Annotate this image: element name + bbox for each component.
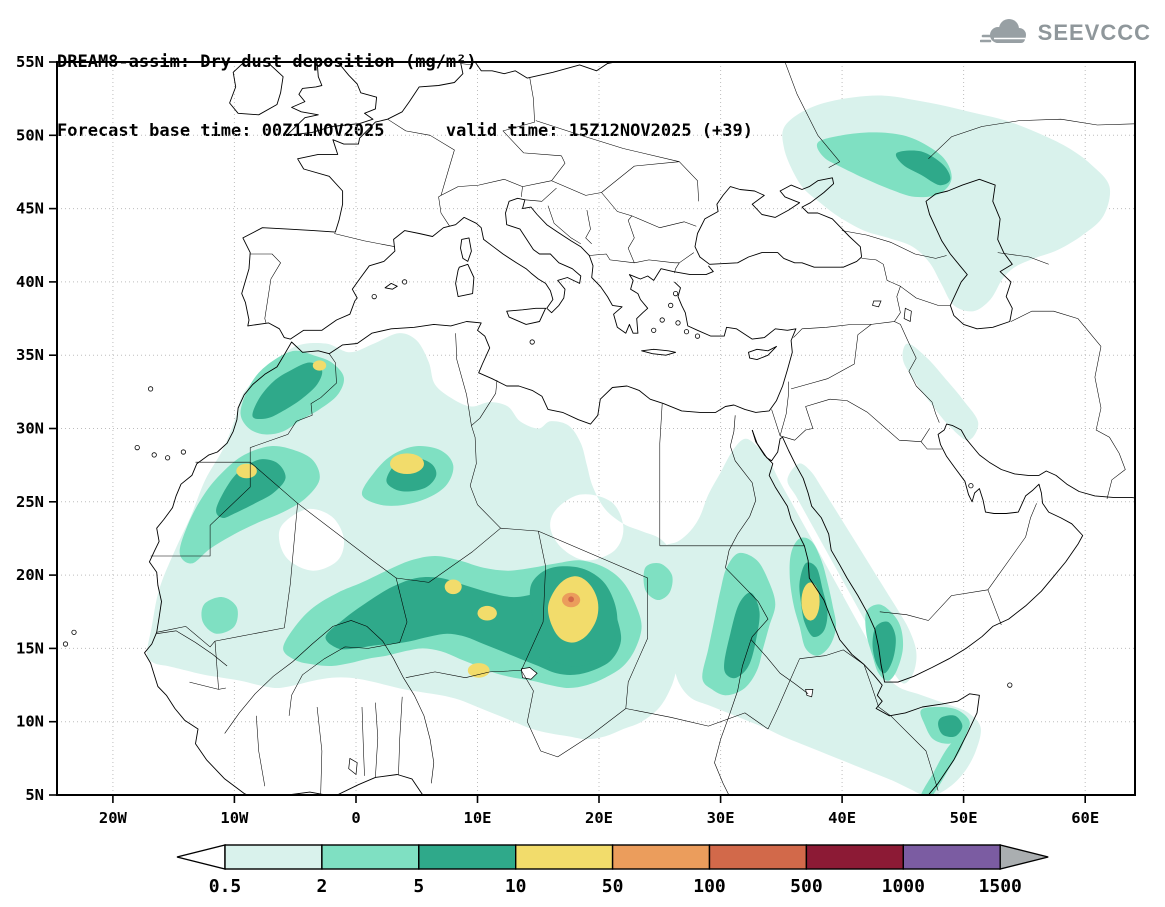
colorbar-tick-label: 500 [790, 876, 823, 897]
map-area [57, 62, 1135, 795]
y-tick-label: 25N [16, 493, 44, 511]
islands [62, 279, 1013, 688]
colorbar-tick-label: 5 [413, 876, 424, 897]
y-tick-label: 30N [16, 420, 44, 438]
colorbar-tick-label: 50 [602, 876, 624, 897]
dust-spot-yellow [390, 453, 424, 475]
cloud-icon [979, 19, 1026, 43]
colorbar-left-arrow [176, 844, 226, 870]
colorbar-tick-label: 100 [693, 876, 726, 897]
colorbar-tick-label: 1500 [979, 876, 1022, 897]
coastlines [144, 62, 1135, 795]
x-tick-label: 20W [99, 809, 128, 827]
colorbar-tick-label: 1000 [882, 876, 925, 897]
dust-region-pale [782, 95, 1111, 312]
colorbar-box [611, 844, 711, 870]
colorbar-right-arrow [999, 844, 1049, 870]
y-tick-label: 50N [16, 126, 44, 144]
y-tick-label: 10N [16, 713, 44, 731]
colorbar-box [805, 844, 905, 870]
colorbar-tick-label: 2 [316, 876, 327, 897]
lakes [348, 300, 912, 776]
dust-region-light [816, 132, 952, 198]
y-tick-label: 15N [16, 639, 44, 657]
dust-spot-yellow [444, 579, 462, 595]
x-tick-label: 10E [464, 809, 492, 827]
colorbar-box [321, 844, 420, 870]
x-tick-label: 20E [585, 809, 613, 827]
y-tick-label: 55N [16, 53, 44, 71]
seevccc-logo: SEEVCCC [979, 16, 1151, 50]
logo-text: SEEVCCC [1037, 20, 1151, 45]
dust-region-light [201, 597, 238, 634]
y-tick-label: 45N [16, 200, 44, 218]
dust-spot-yellow [801, 582, 820, 621]
dust-spot-yellow [236, 463, 257, 479]
colorbar-box [902, 844, 1001, 870]
dust-spot-yellow [477, 605, 497, 621]
colorbar-box [708, 844, 808, 870]
colorbar-tick-label: 0.5 [209, 876, 242, 897]
dust-region-mid [252, 362, 323, 420]
colorbar-box [418, 844, 517, 870]
dust-region-light [921, 728, 968, 795]
dust-spot-red [568, 596, 574, 603]
colorbar-tick-label: 10 [505, 876, 527, 897]
dust-contours [146, 95, 1111, 795]
figure-subtitle: Forecast base time: 00Z11NOV2025 valid t… [57, 121, 753, 141]
dust-spot-yellow [547, 576, 599, 643]
y-tick-label: 40N [16, 273, 44, 291]
colorbar-box [224, 844, 323, 870]
dust-spot-yellow [312, 360, 327, 371]
x-tick-label: 10W [220, 809, 249, 827]
y-tick-label: 20N [16, 566, 44, 584]
colorbar: 0.5 2 5 10 50 100 500 1000 1500 [176, 844, 1049, 897]
x-tick-label: 50E [950, 809, 978, 827]
dust-region-mid [895, 150, 951, 186]
axis-labels: 20W 10W 0 10E 20E 30E 40E 50E 60E 5N 10N 15N 20N 25N 3… [16, 53, 1099, 827]
dust-region-mid [938, 715, 963, 738]
dust-spot-yellow [467, 663, 490, 678]
y-tick-label: 5N [25, 786, 44, 804]
x-tick-label: 0 [351, 809, 360, 827]
country-borders [150, 62, 1135, 794]
x-tick-label: 30E [707, 809, 735, 827]
dust-region-mid [724, 592, 760, 679]
dust-region-light [643, 562, 673, 601]
colorbar-box [515, 844, 614, 870]
axis-ticks [49, 61, 1086, 803]
dust-region-pale [902, 343, 979, 441]
x-tick-label: 40E [828, 809, 856, 827]
y-tick-label: 35N [16, 346, 44, 364]
rivers [156, 415, 809, 795]
dust-region-mid [872, 621, 896, 674]
x-tick-label: 60E [1071, 809, 1099, 827]
